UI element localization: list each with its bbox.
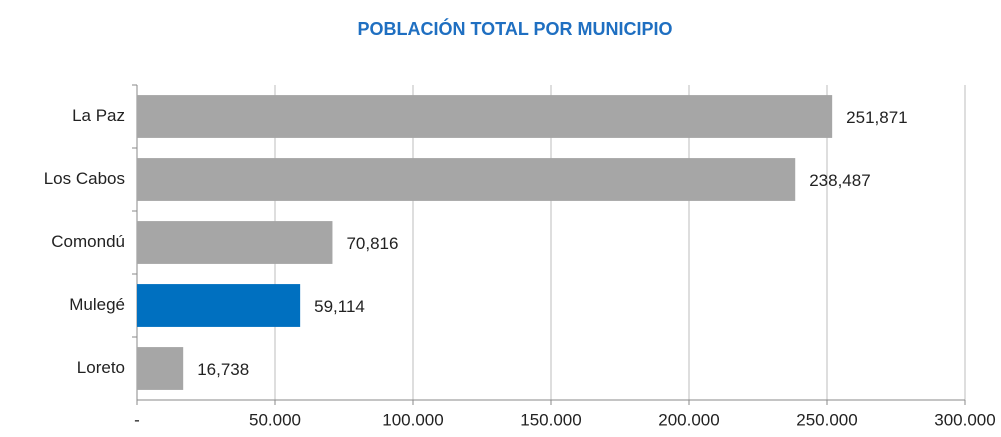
bar (137, 158, 796, 201)
bar (137, 284, 301, 327)
data-label: 59,114 (314, 297, 365, 316)
x-tick-label: - (134, 410, 140, 429)
x-tick-label: 250.000 (796, 410, 857, 429)
y-tick-label: La Paz (72, 106, 125, 125)
data-label: 70,816 (346, 234, 398, 253)
x-tick-label: 150.000 (520, 410, 581, 429)
x-tick-label: 50.000 (249, 410, 301, 429)
bar (137, 347, 184, 390)
y-tick-label: Mulegé (69, 295, 125, 314)
bar (137, 221, 333, 264)
y-tick-label: Los Cabos (44, 169, 125, 188)
x-tick-label: 300.000 (934, 410, 995, 429)
data-label: 238,487 (809, 171, 870, 190)
data-label: 251,871 (846, 108, 907, 127)
x-tick-label: 100.000 (382, 410, 443, 429)
x-tick-label: 200.000 (658, 410, 719, 429)
chart-title: POBLACIÓN TOTAL POR MUNICIPIO (357, 18, 672, 39)
y-tick-label: Loreto (77, 358, 125, 377)
bar (137, 95, 833, 138)
data-label: 16,738 (197, 360, 249, 379)
y-tick-label: Comondú (51, 232, 125, 251)
